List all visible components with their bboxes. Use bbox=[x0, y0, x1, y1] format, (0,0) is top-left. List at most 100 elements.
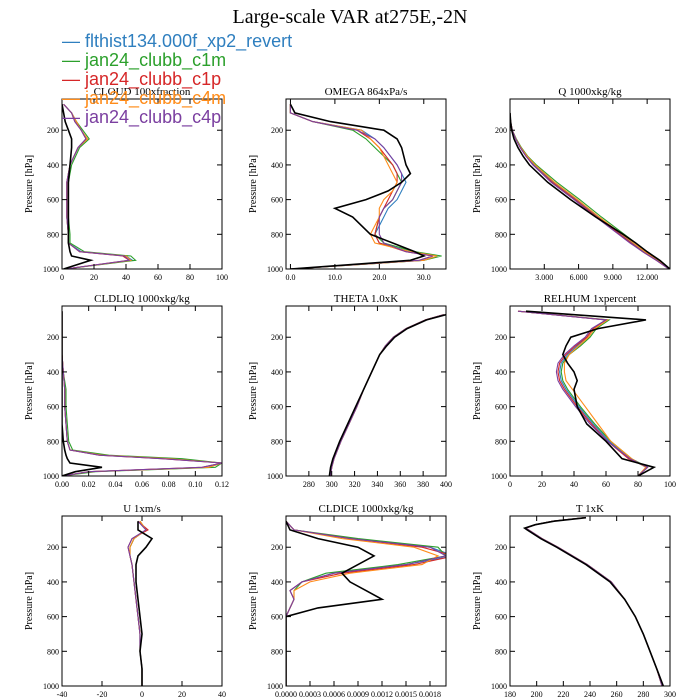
x-tick-label: 30.0 bbox=[417, 273, 431, 282]
series-line bbox=[289, 104, 438, 269]
y-tick-label: 600 bbox=[47, 196, 59, 205]
x-tick-label: 0.00 bbox=[55, 480, 69, 489]
x-tick-label: 80 bbox=[186, 273, 194, 282]
y-axis-label: Pressure [hPa] bbox=[472, 155, 483, 213]
legend-label: jan24_clubb_c1p bbox=[85, 69, 222, 89]
y-tick-label: 200 bbox=[47, 333, 59, 342]
series-line bbox=[510, 112, 670, 269]
panel-title: OMEGA 864xPa/s bbox=[325, 86, 408, 98]
x-tick-label: 80 bbox=[634, 480, 642, 489]
y-tick-label: 800 bbox=[271, 437, 283, 446]
series-line bbox=[286, 520, 446, 686]
x-tick-label: 0.0018 bbox=[419, 690, 441, 699]
x-tick-label: 40 bbox=[218, 690, 226, 699]
y-tick-label: 800 bbox=[495, 437, 507, 446]
series-line bbox=[330, 314, 444, 476]
y-tick-label: 800 bbox=[47, 437, 59, 446]
x-tick-label: 0.08 bbox=[162, 480, 176, 489]
x-tick-label: 3.000 bbox=[535, 273, 553, 282]
panel-title: CLOUD 100xfraction bbox=[94, 86, 191, 98]
y-tick-label: 600 bbox=[47, 403, 59, 412]
x-tick-label: 0 bbox=[60, 273, 64, 282]
series-line bbox=[135, 521, 154, 686]
y-axis-label: Pressure [hPa] bbox=[24, 572, 35, 630]
series-line bbox=[62, 311, 222, 476]
legend-item: — jan24_clubb_c1m bbox=[62, 51, 292, 70]
series-line bbox=[525, 310, 657, 476]
plot-frame bbox=[509, 515, 671, 687]
x-tick-label: 340 bbox=[371, 480, 383, 489]
panel: OMEGA 864xPa/s Pressure [hPa] 200 400 600 800… bbox=[248, 86, 447, 282]
legend-item: — jan24_clubb_c1p bbox=[62, 70, 292, 89]
x-tick-label: 0.06 bbox=[135, 480, 149, 489]
panel-title: CLDICE 1000xkg/kg bbox=[318, 503, 414, 515]
series-line bbox=[286, 520, 440, 686]
x-tick-label: 0.04 bbox=[108, 480, 122, 489]
y-tick-label: 1000 bbox=[267, 265, 283, 274]
y-tick-label: 200 bbox=[271, 543, 283, 552]
x-tick-label: 360 bbox=[394, 480, 406, 489]
series-line bbox=[328, 313, 446, 476]
x-tick-label: 20 bbox=[178, 690, 186, 699]
series-line bbox=[289, 104, 433, 269]
x-tick-label: 0 bbox=[140, 690, 144, 699]
panel: Q 1000xkg/kg Pressure [hPa] 200 400 600 800 10… bbox=[472, 86, 671, 282]
series-line bbox=[330, 314, 444, 476]
series-line bbox=[517, 310, 647, 476]
series-line bbox=[289, 104, 438, 269]
panel-title: U 1xm/s bbox=[123, 503, 161, 515]
series-line bbox=[62, 104, 94, 269]
panel-title: THETA 1.0xK bbox=[334, 293, 399, 305]
x-tick-label: 0.0015 bbox=[395, 690, 417, 699]
x-tick-label: 0.12 bbox=[215, 480, 229, 489]
panel: CLDICE 1000xkg/kg Pressure [hPa] 200 400 600… bbox=[248, 503, 447, 699]
plot-frame bbox=[285, 98, 447, 270]
y-axis-label: Pressure [hPa] bbox=[472, 572, 483, 630]
x-tick-label: 60 bbox=[602, 480, 610, 489]
panel: CLDLIQ 1000xkg/kg Pressure [hPa] 200 400 600… bbox=[24, 293, 229, 489]
y-tick-label: 400 bbox=[47, 161, 59, 170]
x-tick-label: 40 bbox=[122, 273, 130, 282]
y-tick-label: 1000 bbox=[491, 472, 507, 481]
x-tick-label: 0.0003 bbox=[299, 690, 321, 699]
legend-swatch: — bbox=[62, 50, 86, 70]
y-tick-label: 800 bbox=[271, 647, 283, 656]
series-line bbox=[524, 517, 663, 686]
y-tick-label: 400 bbox=[47, 578, 59, 587]
y-tick-label: 400 bbox=[495, 578, 507, 587]
y-tick-label: 200 bbox=[495, 333, 507, 342]
x-tick-label: 9.000 bbox=[604, 273, 622, 282]
y-tick-label: 400 bbox=[271, 368, 283, 377]
x-tick-label: 100 bbox=[216, 273, 228, 282]
series-line bbox=[510, 112, 670, 269]
x-tick-label: 280 bbox=[637, 690, 649, 699]
series-line bbox=[522, 516, 665, 686]
y-tick-label: 800 bbox=[47, 230, 59, 239]
y-tick-label: 800 bbox=[271, 230, 283, 239]
series-line bbox=[510, 112, 670, 269]
x-tick-label: -40 bbox=[57, 690, 68, 699]
series-line bbox=[510, 112, 670, 269]
y-axis-label: Pressure [hPa] bbox=[248, 572, 259, 630]
y-tick-label: 600 bbox=[271, 196, 283, 205]
y-tick-label: 200 bbox=[495, 126, 507, 135]
panel-title: RELHUM 1xpercent bbox=[544, 293, 637, 305]
x-tick-label: 0.02 bbox=[82, 480, 96, 489]
legend: — flthist134.000f_xp2_revert — jan24_clu… bbox=[62, 32, 292, 127]
x-tick-label: 0 bbox=[508, 480, 512, 489]
series-line bbox=[289, 104, 433, 269]
x-tick-label: 180 bbox=[504, 690, 516, 699]
plot-frame bbox=[61, 305, 223, 477]
series-line bbox=[62, 311, 222, 476]
x-tick-label: 12.000 bbox=[636, 273, 658, 282]
plot-frame bbox=[509, 305, 671, 477]
series-line bbox=[517, 310, 649, 476]
x-tick-label: 40 bbox=[570, 480, 578, 489]
y-tick-label: 600 bbox=[495, 403, 507, 412]
series-line bbox=[289, 103, 426, 269]
legend-swatch: — bbox=[62, 107, 86, 127]
x-tick-label: 200 bbox=[531, 690, 543, 699]
x-tick-label: 280 bbox=[303, 480, 315, 489]
